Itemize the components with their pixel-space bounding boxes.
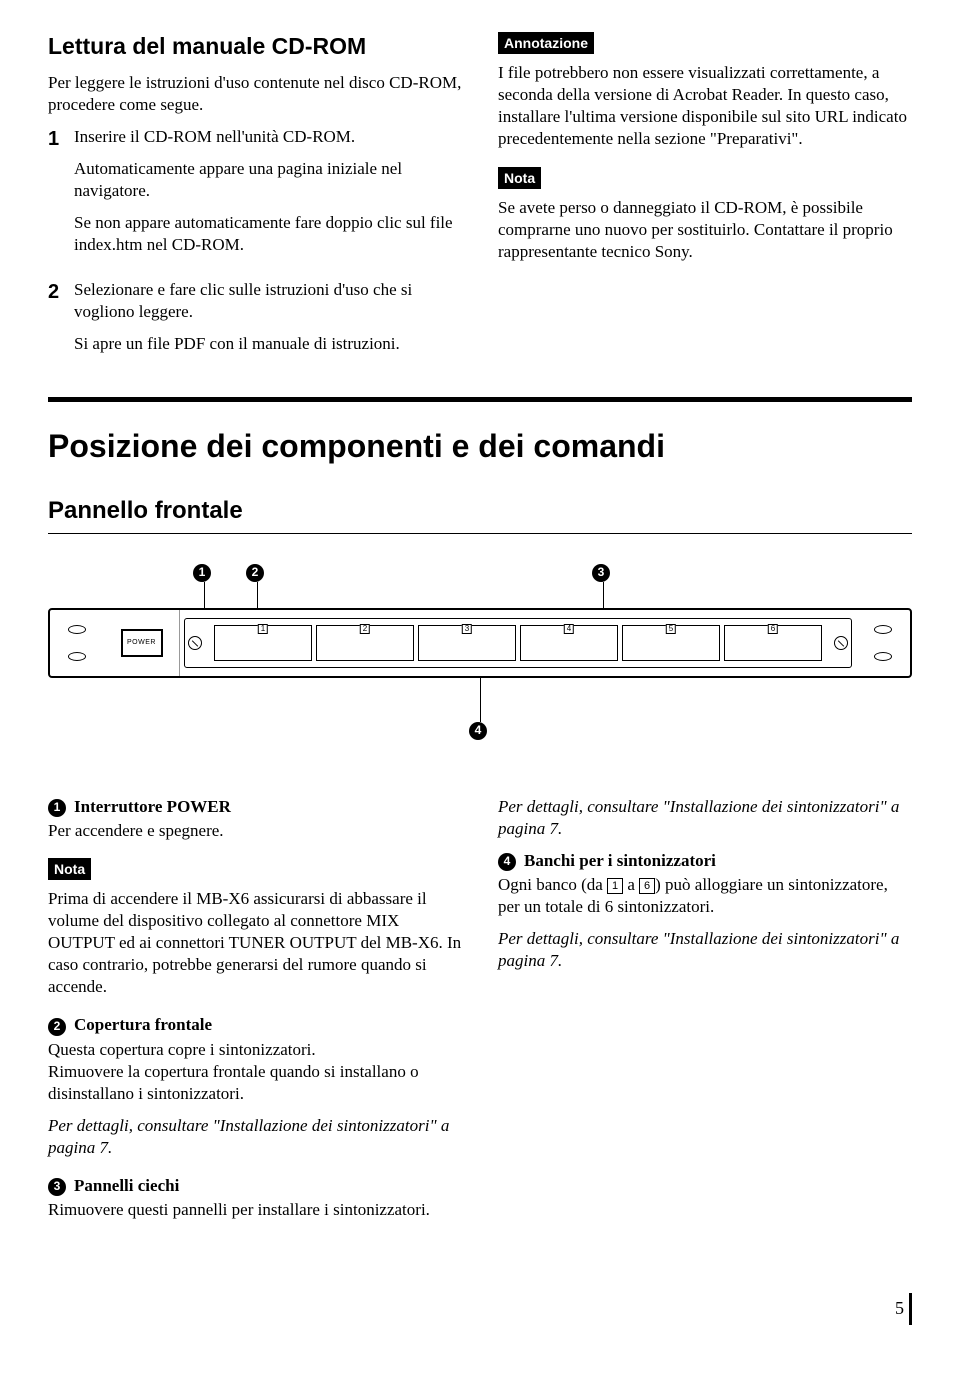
- bank-row: 1 2 3 4 5 6: [208, 625, 828, 661]
- power-area: POWER: [104, 610, 180, 676]
- thick-divider: [48, 397, 912, 402]
- mount-hole-icon: [874, 652, 892, 661]
- step-1: 1 Inserire il CD-ROM nell'unità CD-ROM. …: [48, 126, 462, 266]
- bank-slot: 3: [418, 625, 516, 661]
- item-2-head: 2 Copertura frontale: [48, 1014, 462, 1036]
- item-3-head: 3 Pannelli ciechi: [48, 1175, 462, 1197]
- nota-text-bottom: Prima di accendere il MB-X6 assicurarsi …: [48, 888, 462, 998]
- front-panel-diagram: 1 2 3 POWER 1 2 3 4: [48, 558, 912, 748]
- device-left-ear: [50, 610, 104, 676]
- item-1-num: 1: [48, 799, 66, 817]
- step-1-num: 1: [48, 126, 74, 266]
- mount-hole-icon: [68, 625, 86, 634]
- step-1a: Inserire il CD-ROM nell'unità CD-ROM.: [74, 126, 462, 148]
- item-3: 3 Pannelli ciechi Rimuovere questi pannel…: [48, 1175, 462, 1221]
- bank-slot: 2: [316, 625, 414, 661]
- main-title: Posizione dei componenti e dei comandi: [48, 426, 912, 468]
- callout-2: 2: [242, 564, 272, 608]
- subsection-title: Pannello frontale: [48, 495, 912, 526]
- cdrom-intro: Per leggere le istruzioni d'uso contenut…: [48, 72, 462, 116]
- item-1-text: Per accendere e spegnere.: [48, 820, 462, 842]
- nota-text-top: Se avete perso o danneggiato il CD-ROM, …: [498, 197, 912, 263]
- bottom-right-col: Per dettagli, consultare "Installazione …: [498, 796, 912, 1238]
- boxed-6: 6: [639, 878, 655, 894]
- step-2-num: 2: [48, 279, 74, 365]
- annotation-badge: Annotazione: [498, 32, 594, 54]
- callout-row-top: 1 2 3: [48, 558, 912, 608]
- mount-hole-icon: [68, 652, 86, 661]
- callout-row-bottom: 4: [48, 678, 912, 748]
- screw-icon: [188, 636, 202, 650]
- callout-1-num: 1: [193, 564, 211, 582]
- callout-3: 3: [592, 564, 614, 608]
- right-ref-2: Per dettagli, consultare "Installazione …: [498, 928, 912, 972]
- item-2-title: Copertura frontale: [74, 1015, 212, 1034]
- nota-badge-top: Nota: [498, 167, 541, 189]
- bank-slot: 1: [214, 625, 312, 661]
- bank-slot: 6: [724, 625, 822, 661]
- device-right-ear: [856, 610, 910, 676]
- screw-icon: [834, 636, 848, 650]
- power-button: POWER: [121, 629, 163, 657]
- item-3-title: Pannelli ciechi: [74, 1176, 179, 1195]
- item-4-num: 4: [498, 853, 516, 871]
- annotation-block: Annotazione I file potrebbero non essere…: [498, 32, 912, 151]
- top-section: Lettura del manuale CD-ROM Per leggere l…: [48, 32, 912, 377]
- bank-slot: 4: [520, 625, 618, 661]
- item-1-title: Interruttore POWER: [74, 797, 231, 816]
- top-left-col: Lettura del manuale CD-ROM Per leggere l…: [48, 32, 462, 377]
- item-1: 1 Interruttore POWER Per accendere e speg…: [48, 796, 462, 842]
- step-1b: Automaticamente appare una pagina inizia…: [74, 158, 462, 202]
- cover-area: 1 2 3 4 5 6: [180, 610, 856, 676]
- item-3-text: Rimuovere questi pannelli per installare…: [48, 1199, 462, 1221]
- step-1c: Se non appare automaticamente fare doppi…: [74, 212, 462, 256]
- top-right-col: Annotazione I file potrebbero non essere…: [498, 32, 912, 377]
- item-4-title: Banchi per i sintonizzatori: [524, 851, 716, 870]
- device-outline: POWER 1 2 3 4 5 6: [48, 608, 912, 678]
- bottom-left-col: 1 Interruttore POWER Per accendere e speg…: [48, 796, 462, 1238]
- callout-4-num: 4: [469, 722, 487, 740]
- step-2a: Selezionare e fare clic sulle istruzioni…: [74, 279, 462, 323]
- item-2-text2: Rimuovere la copertura frontale quando s…: [48, 1061, 462, 1105]
- bottom-section: 1 Interruttore POWER Per accendere e speg…: [48, 796, 912, 1238]
- mount-hole-icon: [874, 625, 892, 634]
- item-1-head: 1 Interruttore POWER: [48, 796, 462, 818]
- item-4-head: 4 Banchi per i sintonizzatori: [498, 850, 912, 872]
- item-2-ref: Per dettagli, consultare "Installazione …: [48, 1115, 462, 1159]
- item-2-num: 2: [48, 1018, 66, 1036]
- item-2-text1: Questa copertura copre i sintonizzatori.: [48, 1039, 462, 1061]
- step-1-body: Inserire il CD-ROM nell'unità CD-ROM. Au…: [74, 126, 462, 266]
- annotation-text: I file potrebbero non essere visualizzat…: [498, 62, 912, 150]
- callout-2-num: 2: [246, 564, 264, 582]
- cdrom-title: Lettura del manuale CD-ROM: [48, 32, 462, 62]
- thin-divider: [48, 533, 912, 534]
- item-4: 4 Banchi per i sintonizzatori Ogni banco …: [498, 850, 912, 972]
- item-2: 2 Copertura frontale Questa copertura cop…: [48, 1014, 462, 1159]
- item-4-text: Ogni banco (da 1 a 6) può alloggiare un …: [498, 874, 912, 918]
- page-number: 5: [48, 1297, 912, 1320]
- nota-badge-bottom: Nota: [48, 858, 91, 880]
- item-3-num: 3: [48, 1178, 66, 1196]
- step-2: 2 Selezionare e fare clic sulle istruzio…: [48, 279, 462, 365]
- step-2b: Si apre un file PDF con il manuale di is…: [74, 333, 462, 355]
- nota-block-top: Nota Se avete perso o danneggiato il CD-…: [498, 167, 912, 263]
- step-2-body: Selezionare e fare clic sulle istruzioni…: [74, 279, 462, 365]
- right-ref-1: Per dettagli, consultare "Installazione …: [498, 796, 912, 840]
- callout-3-num: 3: [592, 564, 610, 582]
- bank-slot: 5: [622, 625, 720, 661]
- nota-block-bottom: Nota Prima di accendere il MB-X6 assicur…: [48, 858, 462, 999]
- boxed-1: 1: [607, 878, 623, 894]
- callout-1: 1: [166, 564, 242, 608]
- callout-4: 4: [469, 678, 491, 748]
